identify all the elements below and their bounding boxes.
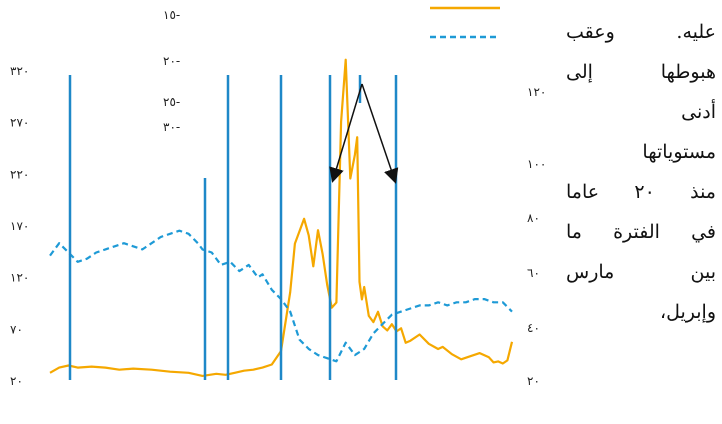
- inset-tick-label: ٢٥-: [163, 95, 180, 109]
- left-tick-label: ٢٧٠: [10, 116, 29, 130]
- paragraph-line: بين مارس: [566, 261, 716, 283]
- inset-tick-label: ١٥-: [163, 8, 180, 22]
- paragraph-line: هبوطها إلى: [566, 61, 716, 83]
- paragraph-line: مستوياتها: [642, 141, 716, 163]
- vertical-marker-lines: [68, 75, 398, 380]
- right-tick-label: ٨٠: [527, 211, 540, 225]
- right-tick-label: ٢٠: [527, 374, 540, 388]
- paragraph-line: عليه. وعقب: [566, 21, 716, 43]
- paragraph-line: منذ ٢٠ عاما: [566, 181, 716, 203]
- right-tick-label: ١٠٠: [527, 157, 546, 171]
- right-axis-ticks: ٢٠ ٤٠ ٦٠ ٨٠ ١٠٠ ١٢٠: [527, 85, 546, 388]
- legend: [430, 6, 500, 39]
- left-tick-label: ٢٠: [10, 374, 23, 388]
- right-tick-label: ٦٠: [527, 266, 540, 280]
- left-tick-label: ١٢٠: [10, 271, 29, 285]
- annotation-arrows: [329, 83, 399, 184]
- left-tick-label: ٣٢٠: [10, 64, 29, 78]
- left-tick-label: ١٧٠: [10, 219, 29, 233]
- dual-axis-line-chart: ٢٠ ٧٠ ١٢٠ ١٧٠ ٢٢٠ ٢٧٠ ٣٢٠ ٢٠ ٤٠ ٦٠ ٨٠ ١٠٠ ١٢٠ ١٥- ٢٠…: [10, 6, 546, 388]
- series-layer: [49, 58, 514, 377]
- paragraph-line: وإبريل،: [659, 301, 716, 323]
- left-tick-label: ٢٢٠: [10, 167, 29, 181]
- orange-series-line: [49, 58, 514, 377]
- paragraph-line: في الفترة ما: [566, 221, 716, 243]
- right-tick-label: ١٢٠: [527, 85, 546, 99]
- inset-tick-label: ٣٠-: [163, 120, 180, 134]
- left-tick-label: ٧٠: [10, 322, 23, 336]
- right-tick-label: ٤٠: [527, 321, 540, 335]
- paragraph-line: أدنى: [681, 101, 716, 123]
- inset-tick-label: ٢٠-: [163, 54, 180, 68]
- annotation-arrow: [329, 83, 363, 183]
- arabic-paragraph: عليه. وعقب هبوطها إلى أدنى مستوياتها منذ…: [566, 12, 716, 332]
- annotation-arrow: [361, 83, 399, 184]
- left-axis-ticks: ٢٠ ٧٠ ١٢٠ ١٧٠ ٢٢٠ ٢٧٠ ٣٢٠: [10, 64, 29, 388]
- inset-axis-ticks: ١٥- ٢٠- ٢٥- ٣٠-: [163, 8, 180, 134]
